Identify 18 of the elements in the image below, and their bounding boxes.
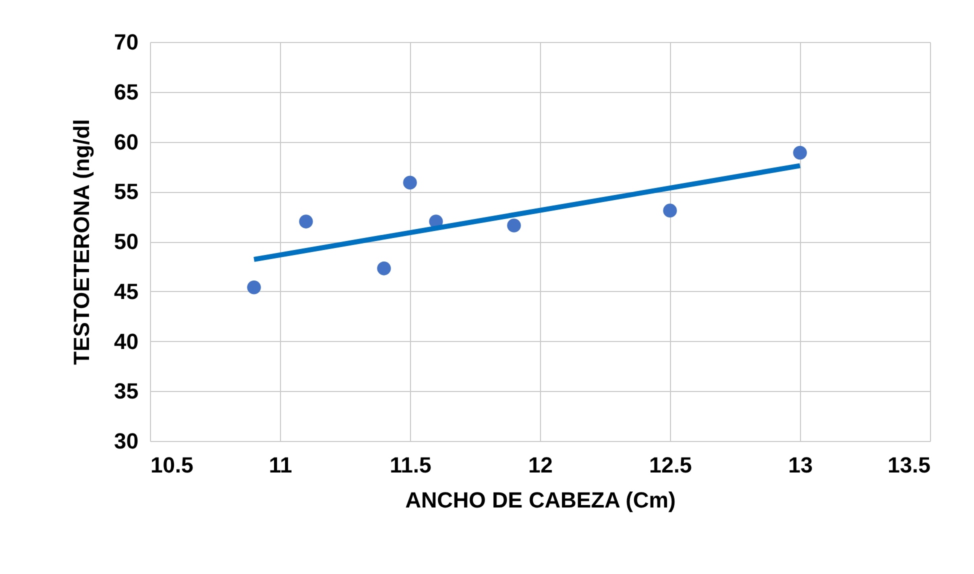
y-tick-label: 35 [114,378,138,404]
x-axis-title: ANCHO DE CABEZA (Cm) [405,488,676,512]
y-tick-label: 50 [114,229,138,254]
x-tick-label: 13.5 [888,452,930,478]
x-tick-label: 12.5 [649,452,692,478]
x-tick-label: 10.5 [150,452,194,478]
y-tick-label: 40 [114,328,138,354]
x-tick-label: 11 [268,452,292,478]
y-tick-label: 45 [114,278,138,304]
y-tick-label: 70 [114,30,138,54]
y-tick-label: 55 [114,179,138,204]
y-tick-label: 60 [114,129,138,154]
y-tick-label: 30 [114,428,138,454]
x-tick-label: 13 [788,452,813,478]
y-axis-title: TESTOETERONA (ng/dl [69,119,94,365]
y-tick-label: 65 [114,79,138,104]
x-tick-label: 12 [528,452,553,478]
x-tick-label: 11.5 [390,452,432,478]
